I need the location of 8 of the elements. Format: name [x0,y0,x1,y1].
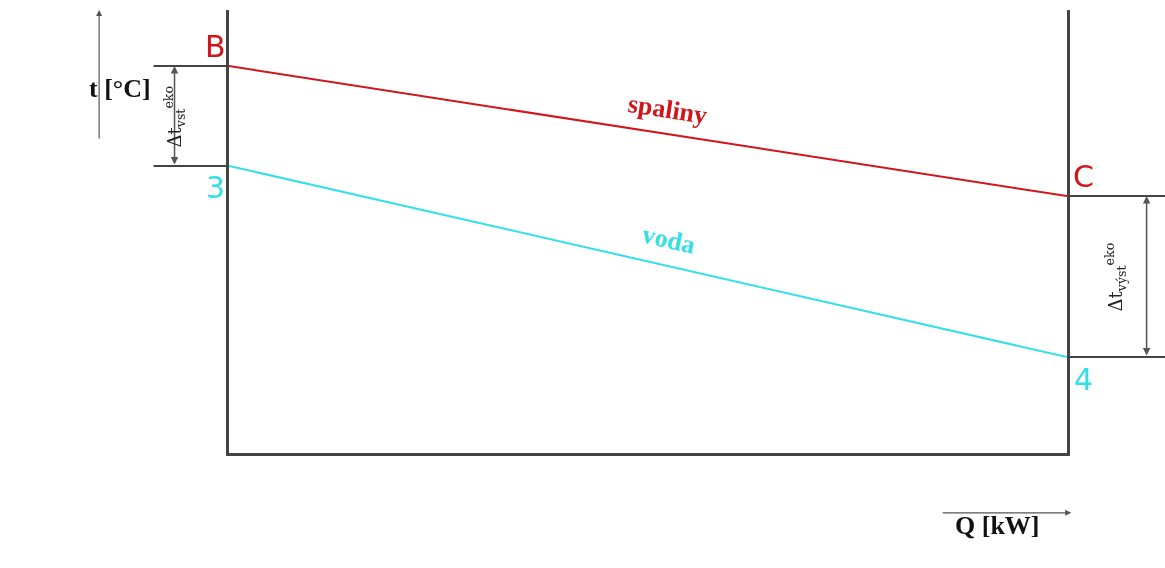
annotation: 4 [1074,362,1094,397]
y-axis-title: t [°C] [89,74,151,103]
text: spaliny [626,89,710,130]
annotation: C [1073,159,1094,194]
x-axis-title: Q [kW] [955,511,1040,540]
annotation: 3 [206,170,226,205]
text: voda [639,219,698,260]
text: B [205,29,226,64]
